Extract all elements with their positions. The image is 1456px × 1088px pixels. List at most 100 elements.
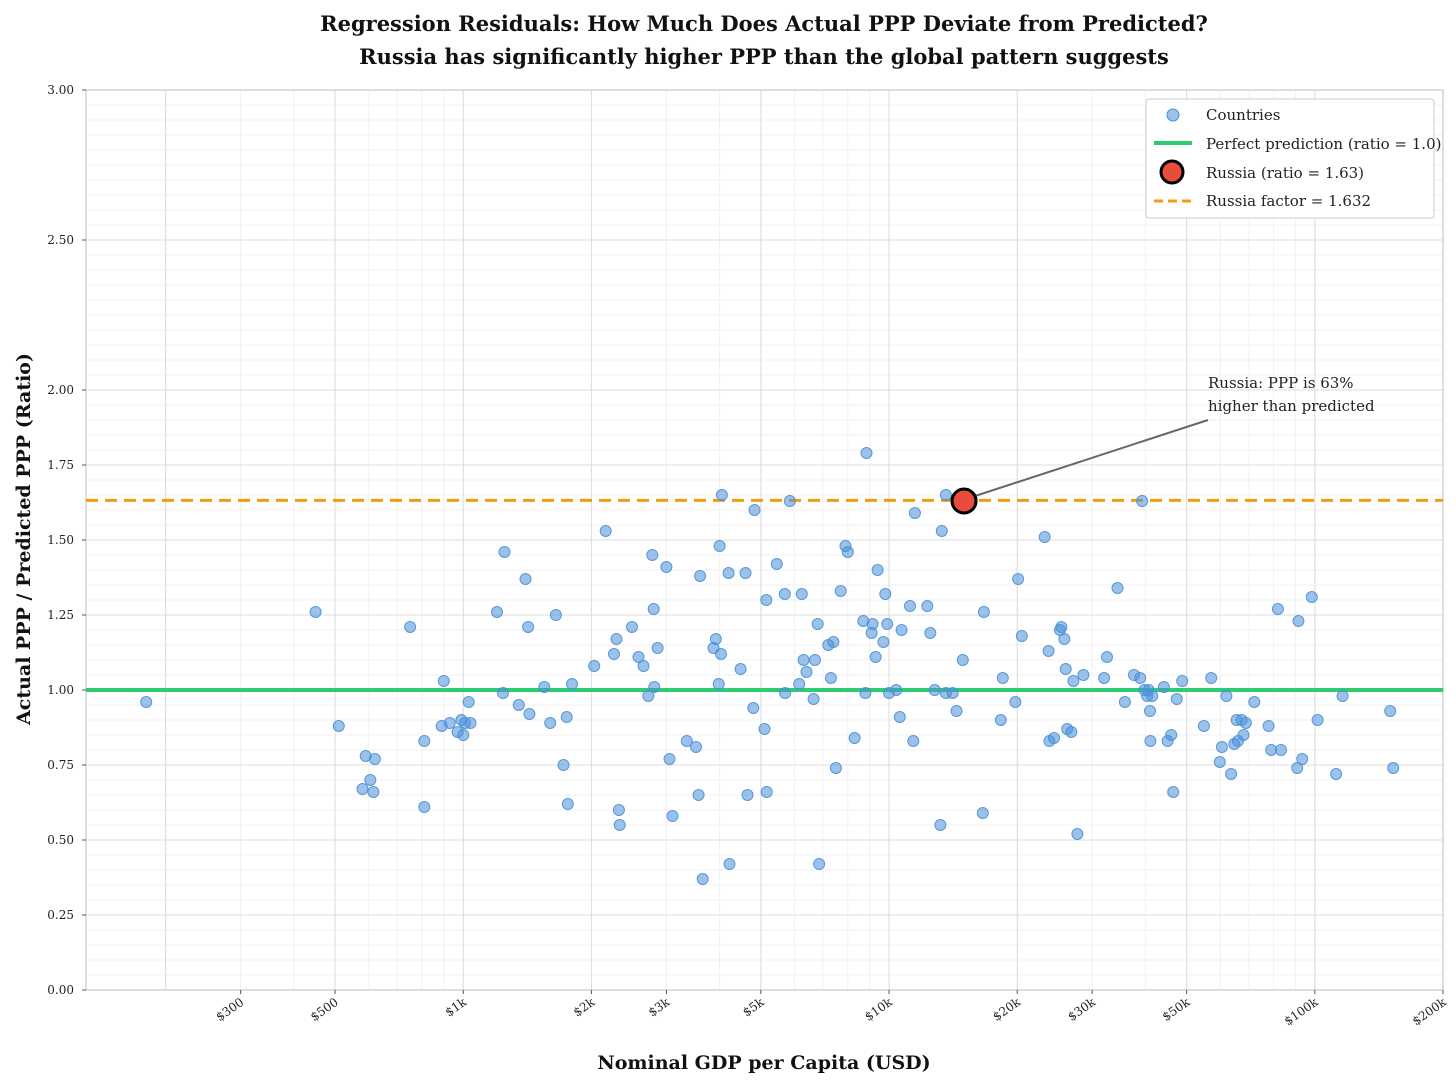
country-point [1042,645,1055,657]
country-point [921,600,934,612]
country-point [522,621,535,633]
y-axis-ticks: 0.00 0.25 0.50 0.75 1.00 1.25 1.50 1.75 2.00 2.50… [47,83,86,997]
country-point [637,660,650,672]
country-point [709,633,722,645]
country-point [646,549,659,561]
country-point [418,801,431,813]
country-point [996,672,1009,684]
country-point [457,729,470,741]
country-point [1077,669,1090,681]
country-point [443,717,456,729]
legend-russia-marker [1159,159,1185,185]
y-tick-label: 0.00 [47,983,74,997]
y-tick-label: 1.00 [47,683,74,697]
country-point [1098,672,1111,684]
country-point [811,618,824,630]
country-point [1055,621,1068,633]
country-point [1170,693,1183,705]
country-point [1134,672,1147,684]
country-point [1248,696,1261,708]
legend-countries-marker [1166,108,1180,122]
country-point [1336,690,1349,702]
annotation-arrow [971,419,1209,498]
country-point [561,798,574,810]
country-point [1387,762,1400,774]
country-point [588,660,601,672]
country-point [680,735,693,747]
country-point [976,807,989,819]
country-point [895,624,908,636]
country-point [332,720,345,732]
y-tick-label: 0.75 [47,758,74,772]
country-point [1111,582,1124,594]
country-point [1330,768,1343,780]
country-point [1144,735,1157,747]
country-point [696,873,709,885]
country-point [694,570,707,582]
country-point [866,618,879,630]
country-point [663,753,676,765]
country-point [666,810,679,822]
country-point [367,786,380,798]
country-point [760,786,773,798]
legend: Countries Perfect prediction (ratio = 1.… [1145,98,1441,219]
country-point [632,651,645,663]
country-point [1059,663,1072,675]
country-point [1146,690,1159,702]
country-point [760,594,773,606]
country-point [660,561,673,573]
country-point [924,627,937,639]
legend-countries-label: Countries [1206,106,1280,124]
country-point [1292,615,1305,627]
country-point [1384,705,1397,717]
country-point [829,762,842,774]
country-point [893,711,906,723]
country-point [1176,675,1189,687]
country-point [939,489,952,501]
country-point [610,633,623,645]
country-point [1305,591,1318,603]
country-point [1067,675,1080,687]
country-point [779,687,792,699]
y-tick-label: 0.50 [47,833,74,847]
country-point [841,546,854,558]
country-point [464,717,477,729]
country-point [368,753,381,765]
country-point [512,699,525,711]
country-point [613,819,626,831]
country-point [1205,672,1218,684]
country-point [1157,681,1170,693]
country-point [356,783,369,795]
country-point [497,687,509,699]
country-point [824,672,837,684]
country-point [859,687,872,699]
country-point [795,588,808,600]
country-point [309,606,322,618]
country-point [994,714,1007,726]
country-point [626,621,638,633]
legend-perfect-label: Perfect prediction (ratio = 1.0) [1206,135,1441,153]
country-point [908,507,921,519]
y-tick-label: 3.00 [47,83,74,97]
country-point [739,567,752,579]
country-point [523,708,536,720]
country-point [946,687,959,699]
annotation-line-1: Russia: PPP is 63% [1208,374,1354,392]
legend-russia-label: Russia (ratio = 1.63) [1206,164,1364,182]
country-point [715,489,728,501]
country-point [934,819,947,831]
country-point [1015,630,1028,642]
country-point [907,735,920,747]
x-axis-title: Nominal GDP per Capita (USD) [597,1052,930,1074]
country-point [758,723,771,735]
country-point [928,684,941,696]
legend-box [1145,98,1435,219]
country-point [747,702,760,714]
country-point [566,678,578,690]
country-point [1239,717,1252,729]
country-point [1213,756,1226,768]
country-point [1271,603,1284,615]
country-point [648,681,661,693]
country-point [734,663,747,675]
country-point [860,447,873,459]
